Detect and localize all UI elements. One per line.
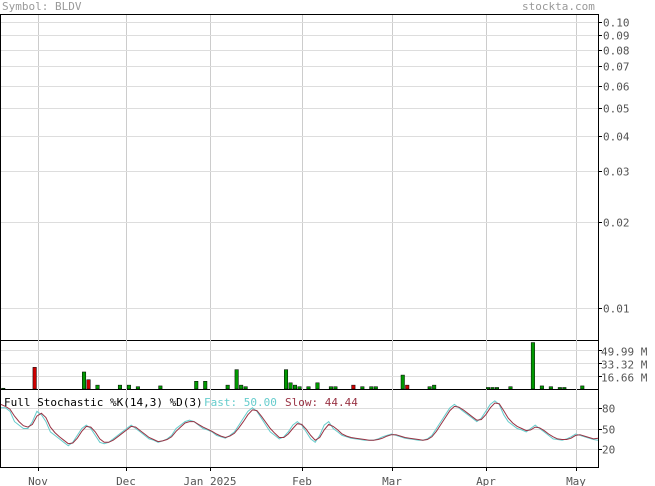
volume-tick-label: 49.99 M — [601, 346, 648, 359]
volume-bar — [351, 384, 356, 390]
volume-bar — [194, 381, 199, 390]
volume-bar — [548, 386, 553, 390]
volume-bar — [203, 381, 208, 390]
volume-bar — [530, 342, 535, 390]
volume-bar — [293, 384, 298, 390]
volume-bar — [306, 386, 311, 390]
x-tick-label: Jan 2025 — [184, 475, 237, 486]
fast-label: Fast: 50.00 — [204, 396, 277, 409]
volume-bar — [288, 382, 293, 390]
volume-bar — [405, 384, 410, 390]
volume-bar — [495, 387, 499, 390]
price-tick-label: 0.07 — [603, 61, 630, 74]
volume-bar — [333, 386, 338, 390]
slow-label: Slow: 44.44 — [285, 396, 358, 409]
volume-bar — [580, 385, 585, 390]
x-axis: Nov Dec Jan 2025 Feb Mar Apr May — [28, 467, 586, 486]
volume-axis: 49.99 M33.32 M16.66 M — [598, 346, 648, 385]
volume-bar — [432, 384, 437, 390]
volume-bar — [32, 367, 37, 390]
volume-bar — [126, 384, 131, 390]
volume-bar — [427, 386, 432, 390]
price-tick-label: 0.06 — [603, 81, 630, 94]
volume-bars — [1, 342, 585, 390]
x-tick-label: May — [566, 475, 586, 486]
volume-bar — [490, 387, 495, 390]
volume-bar — [328, 386, 333, 390]
stoch-tick-label: 50 — [602, 424, 615, 437]
volume-bar — [234, 369, 239, 390]
volume-bar — [486, 387, 491, 390]
volume-bar — [239, 384, 244, 390]
price-tick-label: 0.08 — [603, 45, 630, 58]
volume-bar — [508, 386, 513, 390]
price-tick-label: 0.04 — [603, 131, 630, 144]
volume-bar — [400, 374, 405, 390]
stoch-panel — [0, 389, 599, 468]
stoch-tick-label: 20 — [602, 444, 615, 457]
symbol-label: Symbol: BLDV — [2, 0, 82, 13]
price-axis: 0.100.09 0.08 0.07 0.06 0.05 0.04 0.03 0.02 0.01 — [598, 17, 630, 316]
price-tick-label: 0.03 — [603, 166, 630, 179]
volume-tick-label: 16.66 M — [601, 372, 648, 385]
stoch-title: Full Stochastic %K(14,3) %D(3) — [4, 396, 203, 409]
volume-bar — [158, 385, 163, 390]
volume-bar — [369, 386, 374, 390]
volume-bar — [562, 387, 567, 390]
grid-lines — [1, 15, 598, 467]
volume-bar — [225, 384, 230, 390]
volume-bar — [1, 387, 6, 390]
volume-bar — [557, 387, 562, 390]
volume-bar — [315, 382, 320, 390]
x-tick-label: Mar — [382, 475, 402, 486]
x-tick-label: Apr — [476, 475, 496, 486]
volume-bar — [117, 384, 122, 390]
site-label: stockta.com — [522, 0, 595, 13]
price-tick-label: 0.01 — [603, 303, 630, 316]
volume-bar — [95, 384, 100, 390]
x-tick-label: Nov — [28, 475, 48, 486]
volume-bar — [135, 386, 140, 390]
x-tick-label: Dec — [116, 475, 136, 486]
price-tick-label: 0.10 — [603, 17, 630, 30]
slow-d-line — [0, 402, 599, 445]
volume-bar — [243, 386, 248, 390]
volume-bar — [360, 386, 365, 390]
price-tick-label: 0.09 — [603, 30, 630, 43]
volume-tick-label: 33.32 M — [601, 359, 648, 372]
price-tick-label: 0.05 — [603, 103, 630, 116]
price-panel — [0, 14, 599, 341]
volume-bar — [539, 385, 544, 390]
stoch-axis: 80 50 20 — [598, 403, 615, 457]
volume-bar — [82, 371, 87, 390]
volume-bar — [86, 379, 91, 390]
volume-bar — [284, 369, 289, 390]
volume-bar — [373, 386, 378, 390]
volume-bar — [297, 386, 302, 390]
price-tick-label: 0.02 — [603, 217, 630, 230]
stoch-tick-label: 80 — [602, 403, 615, 416]
x-tick-label: Feb — [292, 475, 312, 486]
